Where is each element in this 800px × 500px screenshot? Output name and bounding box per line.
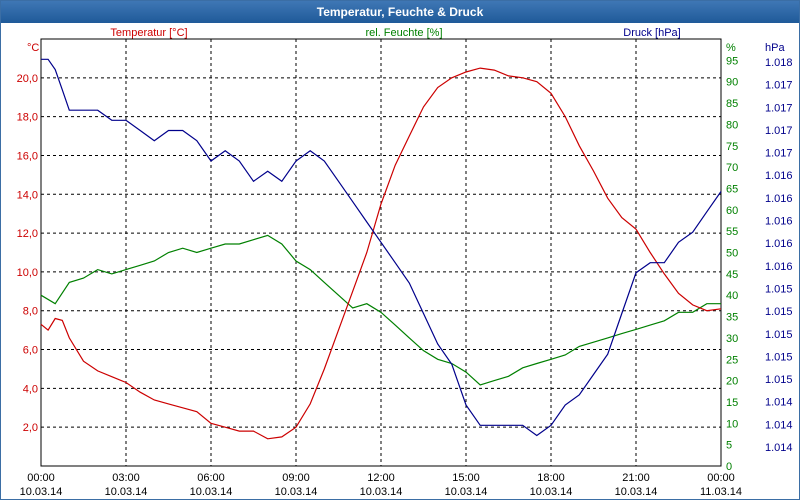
pressure-tick-label: 1.015 (765, 374, 793, 386)
x-tick-time-label: 21:00 (622, 472, 650, 484)
pressure-tick-label: 1.014 (765, 419, 793, 431)
temperature-tick-label: 10,0 (17, 267, 38, 279)
x-tick-date-label: 10.03.14 (190, 486, 233, 498)
humidity-tick-label: 70 (726, 162, 738, 174)
x-tick-date-label: 10.03.14 (360, 486, 403, 498)
pressure-tick-label: 1.016 (765, 170, 793, 182)
x-tick-date-label: 10.03.14 (105, 486, 148, 498)
x-tick-time-label: 00:00 (707, 472, 735, 484)
x-tick-date-label: 10.03.14 (530, 486, 573, 498)
x-tick-date-label: 10.03.14 (615, 486, 658, 498)
x-tick-date-label: 10.03.14 (275, 486, 318, 498)
temperature-tick-label: 14,0 (17, 189, 38, 201)
pressure-tick-label: 1.016 (765, 238, 793, 250)
humidity-tick-label: 15 (726, 397, 738, 409)
temperature-series-line (40, 67, 722, 440)
pressure-tick-label: 1.016 (765, 193, 793, 205)
temperature-legend-label: Temperatur [°C] (110, 27, 187, 39)
pressure-tick-label: 1.016 (765, 216, 793, 228)
humidity-tick-label: 50 (726, 248, 738, 260)
temperature-tick-label: 16,0 (17, 150, 38, 162)
x-tick-time-label: 09:00 (282, 472, 310, 484)
humidity-tick-label: 75 (726, 141, 738, 153)
temperature-tick-label: 18,0 (17, 112, 38, 124)
x-tick-date-label: 10.03.14 (445, 486, 488, 498)
temperature-axis-unit: °C (27, 42, 39, 54)
x-tick-time-label: 00:00 (27, 472, 55, 484)
humidity-tick-label: 10 (726, 418, 738, 430)
window-title: Temperatur, Feuchte & Druck (1, 1, 799, 23)
pressure-tick-label: 1.017 (765, 102, 793, 114)
pressure-tick-label: 1.015 (765, 329, 793, 341)
humidity-legend-label: rel. Feuchte [%] (365, 27, 442, 39)
pressure-tick-label: 1.015 (765, 351, 793, 363)
temperature-tick-label: 4,0 (23, 383, 38, 395)
humidity-tick-label: 5 (726, 440, 732, 452)
pressure-axis-unit: hPa (765, 42, 785, 54)
humidity-tick-label: 0 (726, 461, 732, 473)
x-tick-time-label: 18:00 (537, 472, 565, 484)
pressure-series-line (41, 58, 722, 437)
temperature-tick-label: 20,0 (17, 73, 38, 85)
humidity-tick-label: 35 (726, 312, 738, 324)
pressure-tick-label: 1.017 (765, 80, 793, 92)
humidity-tick-label: 20 (726, 376, 738, 388)
humidity-tick-label: 45 (726, 269, 738, 281)
humidity-tick-label: 30 (726, 333, 738, 345)
x-tick-time-label: 03:00 (112, 472, 140, 484)
pressure-tick-label: 1.018 (765, 57, 793, 69)
humidity-tick-label: 60 (726, 205, 738, 217)
temperature-tick-label: 12,0 (17, 228, 38, 240)
humidity-tick-label: 40 (726, 290, 738, 302)
pressure-tick-label: 1.017 (765, 148, 793, 160)
pressure-tick-label: 1.014 (765, 442, 793, 454)
pressure-tick-label: 1.014 (765, 397, 793, 409)
humidity-series-line (40, 234, 721, 386)
pressure-tick-label: 1.016 (765, 261, 793, 273)
x-tick-date-label: 11.03.14 (700, 486, 742, 498)
humidity-tick-label: 65 (726, 183, 738, 195)
humidity-tick-label: 80 (726, 119, 738, 131)
humidity-tick-label: 95 (726, 55, 738, 67)
x-tick-time-label: 12:00 (367, 472, 395, 484)
humidity-tick-label: 25 (726, 354, 738, 366)
pressure-tick-label: 1.015 (765, 306, 793, 318)
x-tick-time-label: 06:00 (197, 472, 225, 484)
humidity-tick-label: 90 (726, 77, 738, 89)
temperature-tick-label: 6,0 (23, 345, 38, 357)
pressure-legend-label: Druck [hPa] (623, 27, 680, 39)
temperature-tick-label: 2,0 (23, 422, 38, 434)
x-tick-date-label: 10.03.14 (20, 486, 63, 498)
humidity-tick-label: 55 (726, 226, 738, 238)
x-tick-time-label: 15:00 (452, 472, 480, 484)
pressure-tick-label: 1.015 (765, 283, 793, 295)
pressure-tick-label: 1.017 (765, 125, 793, 137)
humidity-tick-label: 85 (726, 98, 738, 110)
humidity-axis-unit: % (726, 42, 736, 54)
temperature-tick-label: 8,0 (23, 306, 38, 318)
